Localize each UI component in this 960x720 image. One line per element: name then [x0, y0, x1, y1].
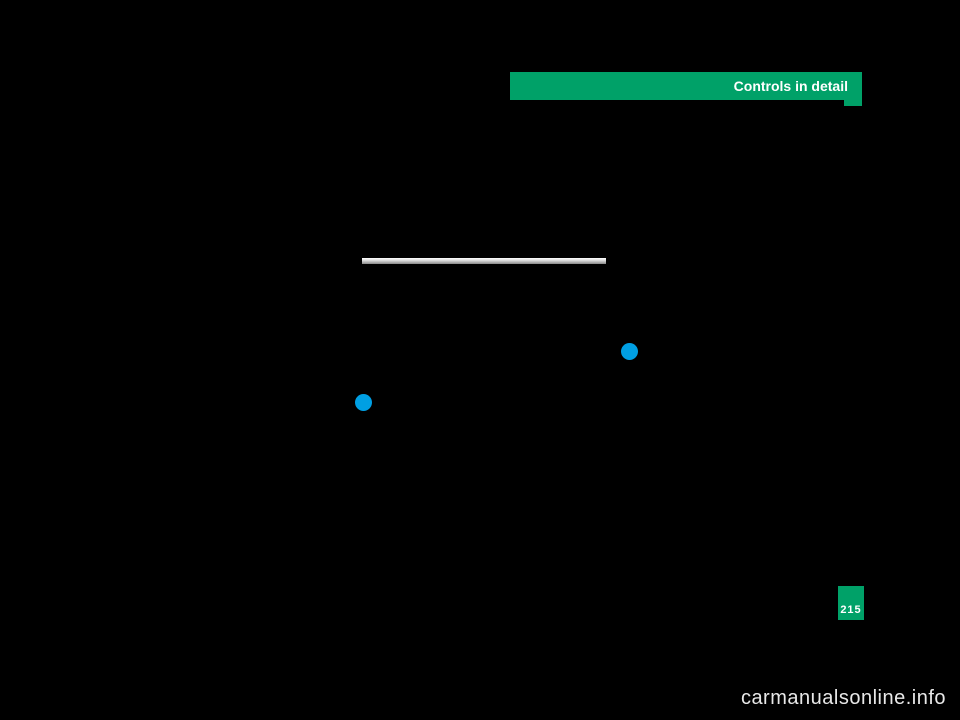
watermark-text: carmanualsonline.info	[741, 687, 946, 710]
header-bar: Controls in detail	[510, 72, 862, 100]
header-title: Controls in detail	[734, 78, 848, 94]
header-tab	[844, 100, 862, 106]
page-number: 215	[840, 604, 861, 616]
callout-dot-1	[621, 343, 638, 360]
section-divider	[362, 258, 606, 264]
callout-dot-2	[355, 394, 372, 411]
page-number-box: 215	[838, 586, 864, 620]
